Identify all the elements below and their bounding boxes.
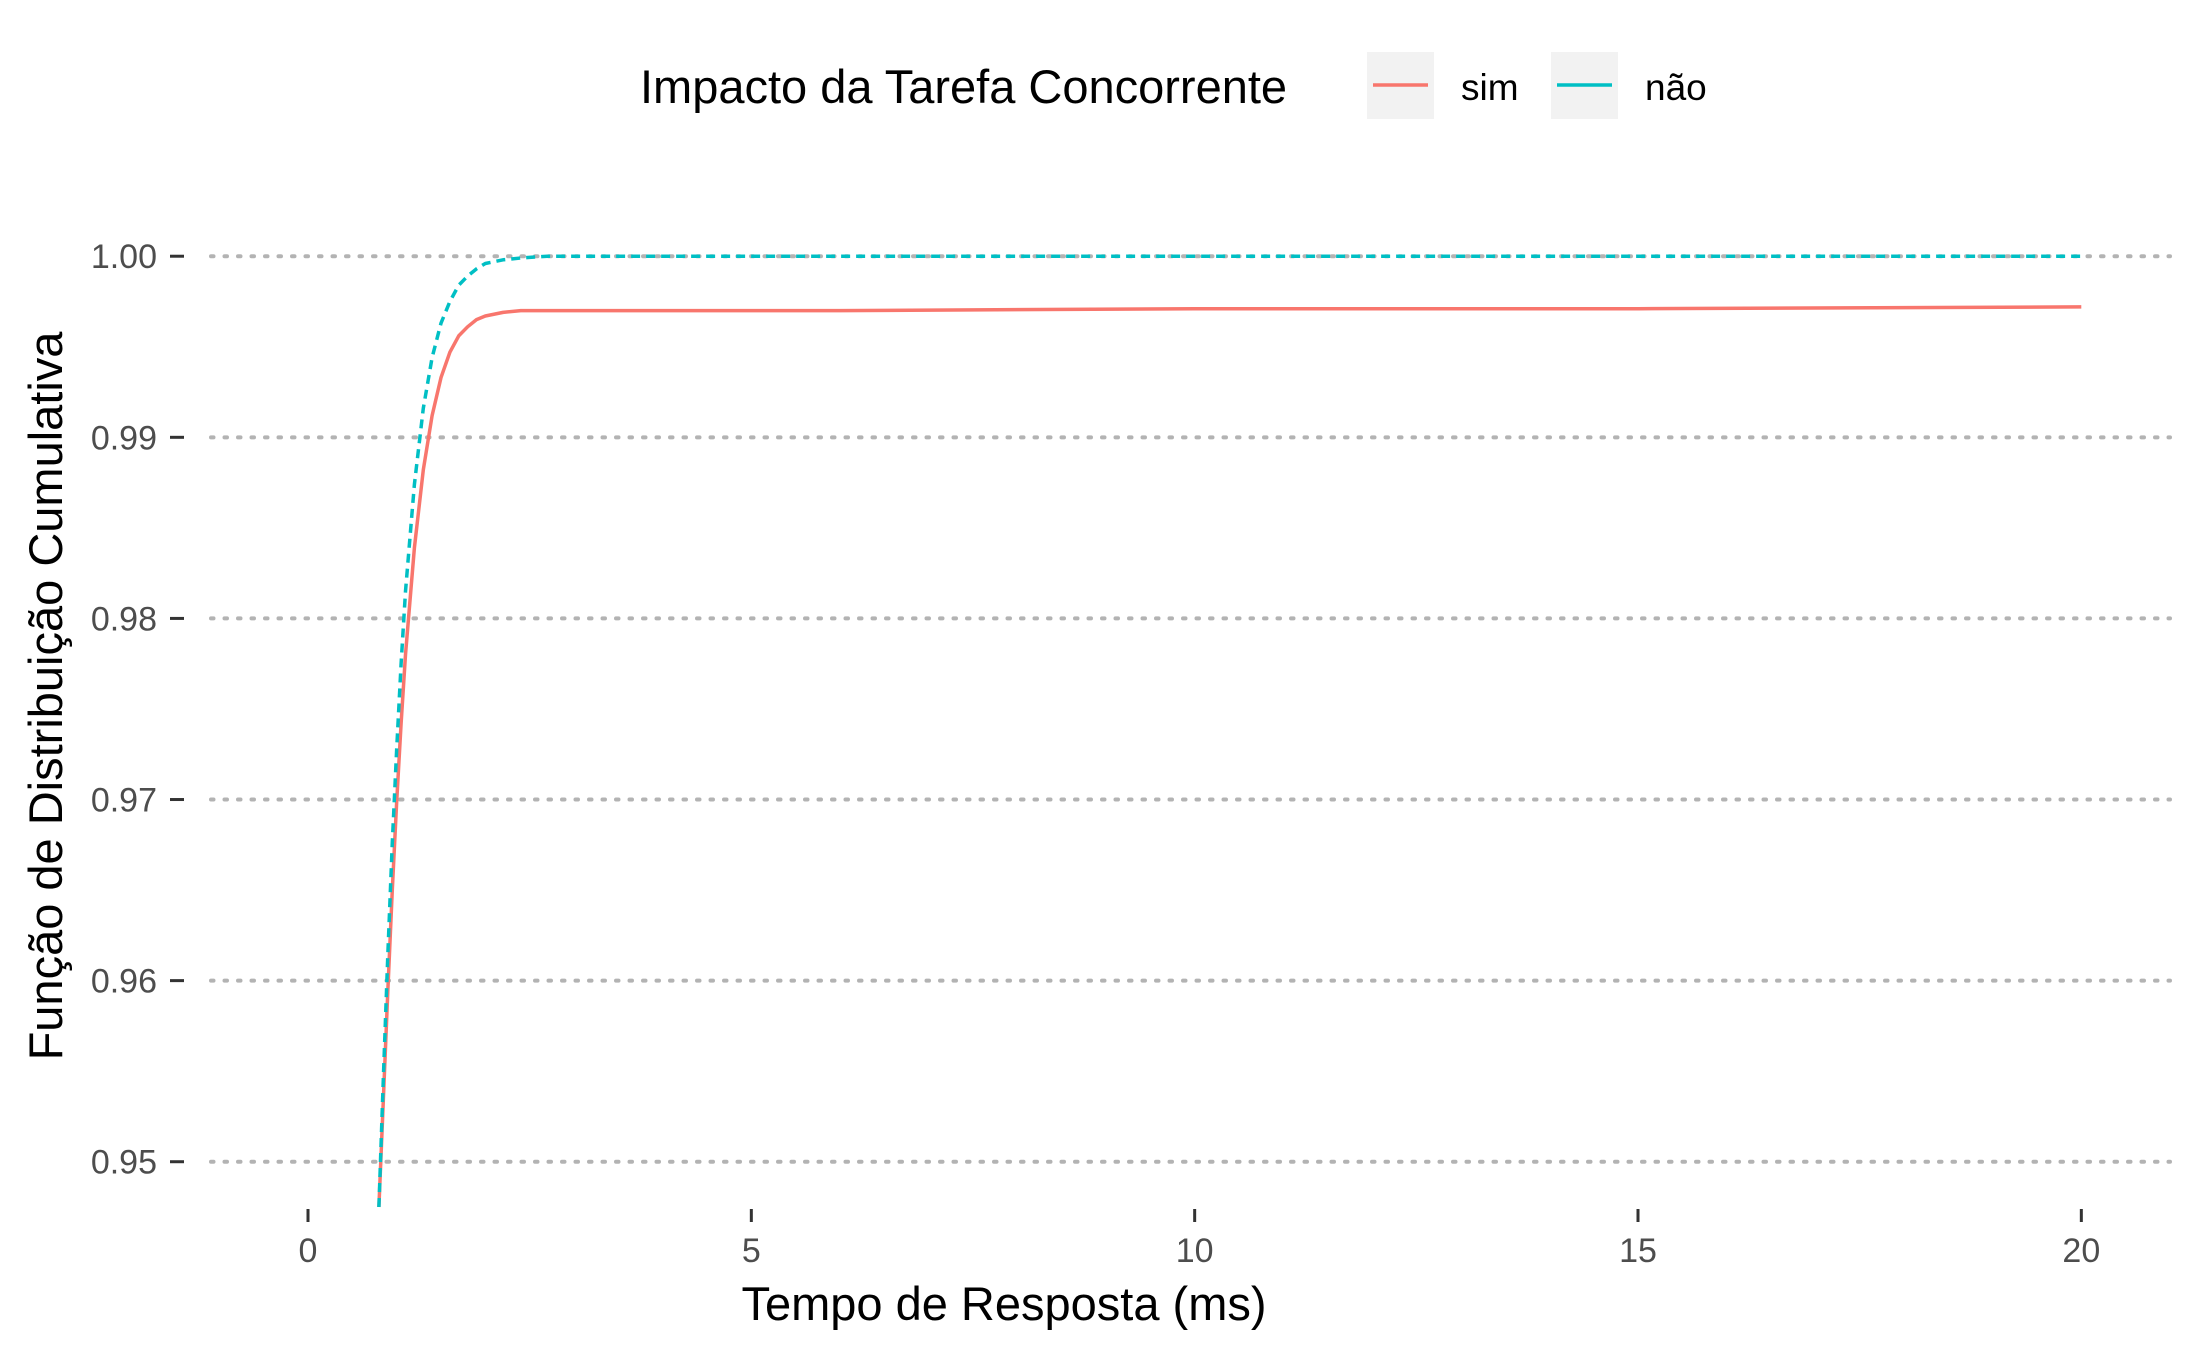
x-tick-label: 0	[299, 1232, 318, 1270]
legend-title: Impacto da Tarefa Concorrente	[640, 60, 1287, 113]
y-axis-title: Função de Distribuição Cumulativa	[19, 331, 72, 1061]
y-axis: 0.95 0.96 0.97 0.98 0.99 1.00	[91, 238, 184, 1182]
legend-label-nao: não	[1645, 67, 1707, 108]
x-axis: 0 5 10 15 20	[299, 1209, 2100, 1270]
x-tick-label: 15	[1619, 1232, 1657, 1270]
x-tick-label: 5	[742, 1232, 761, 1270]
legend: Impacto da Tarefa Concorrente sim não	[640, 52, 1707, 119]
y-tick-label: 0.98	[91, 600, 157, 638]
series-line-sim	[377, 305, 2082, 1208]
y-tick-label: 0.99	[91, 419, 157, 457]
x-tick-label: 10	[1176, 1232, 1214, 1270]
y-tick-label: 0.95	[91, 1144, 157, 1182]
y-tick-label: 0.97	[91, 782, 157, 820]
series-line-nao	[377, 254, 2082, 1208]
series-layer	[377, 254, 2082, 1208]
y-tick-label: 1.00	[91, 238, 157, 276]
legend-entry-sim: sim	[1367, 52, 1519, 119]
legend-entry-nao: não	[1551, 52, 1707, 119]
legend-label-sim: sim	[1461, 67, 1519, 108]
x-axis-title: Tempo de Resposta (ms)	[741, 1277, 1266, 1330]
x-tick-label: 20	[2062, 1232, 2100, 1270]
gridlines	[209, 254, 2172, 1164]
y-tick-label: 0.96	[91, 963, 157, 1001]
